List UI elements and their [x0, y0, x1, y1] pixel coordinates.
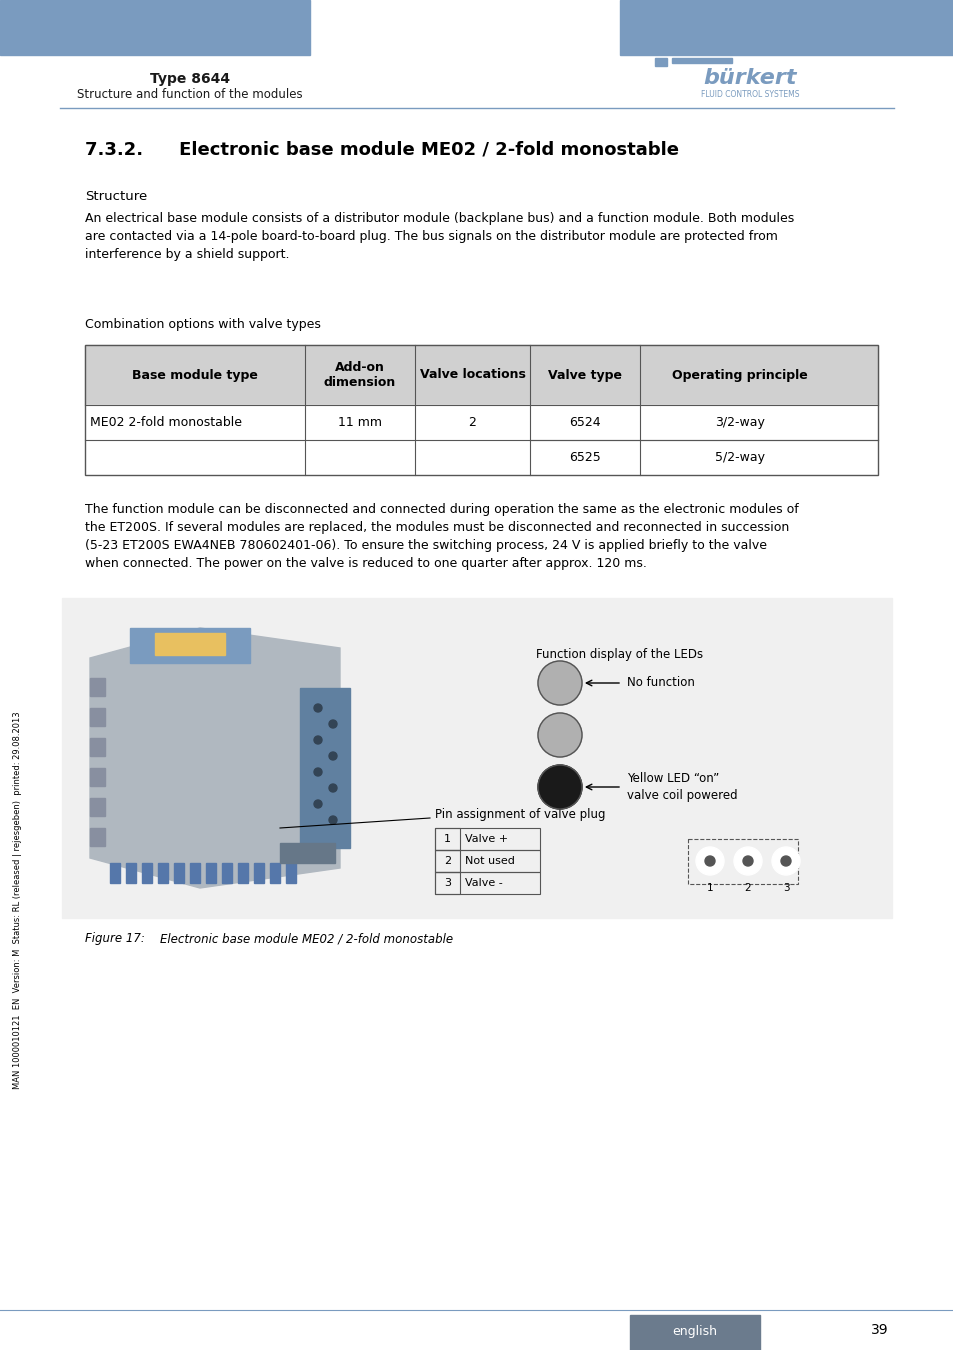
Text: Operating principle: Operating principle — [672, 369, 807, 382]
Text: Electronic base module ME02 / 2-fold monostable: Electronic base module ME02 / 2-fold mon… — [160, 931, 453, 945]
Text: Pin assignment of valve plug: Pin assignment of valve plug — [435, 809, 605, 821]
Bar — [435, 872, 539, 894]
Circle shape — [537, 765, 581, 809]
Text: An electrical base module consists of a distributor module (backplane bus) and a: An electrical base module consists of a … — [85, 212, 794, 261]
Bar — [85, 346, 877, 405]
Bar — [286, 863, 295, 883]
Bar — [0, 0, 310, 55]
Bar — [280, 842, 335, 863]
Text: 3: 3 — [443, 878, 451, 888]
Bar — [154, 633, 225, 655]
Bar — [435, 872, 459, 894]
Text: The function module can be disconnected and connected during operation the same : The function module can be disconnected … — [85, 504, 798, 570]
Bar — [299, 688, 350, 848]
Polygon shape — [90, 628, 339, 888]
Bar — [126, 863, 136, 883]
Bar — [435, 828, 539, 850]
Bar — [158, 863, 168, 883]
Bar — [435, 828, 459, 850]
Text: Structure and function of the modules: Structure and function of the modules — [77, 88, 302, 101]
Bar — [90, 678, 105, 697]
Text: 2: 2 — [443, 856, 451, 865]
Bar — [206, 863, 215, 883]
Circle shape — [329, 815, 336, 824]
Text: Not used: Not used — [464, 856, 515, 865]
Text: Combination options with valve types: Combination options with valve types — [85, 319, 320, 331]
Text: 39: 39 — [870, 1323, 888, 1336]
Circle shape — [537, 713, 581, 757]
Bar — [85, 346, 877, 475]
Bar — [90, 828, 105, 846]
Text: 1: 1 — [706, 883, 713, 892]
Bar — [142, 863, 152, 883]
Circle shape — [314, 768, 322, 776]
Text: 2: 2 — [744, 883, 751, 892]
Bar — [80, 628, 379, 868]
Bar — [687, 838, 797, 884]
Text: 11 mm: 11 mm — [337, 416, 381, 429]
Bar — [619, 0, 953, 55]
Bar — [85, 405, 877, 440]
Bar — [173, 863, 184, 883]
Text: Valve -: Valve - — [464, 878, 502, 888]
Circle shape — [329, 784, 336, 792]
Bar — [629, 1315, 760, 1350]
Bar — [655, 58, 666, 66]
Circle shape — [329, 752, 336, 760]
Text: bürkert: bürkert — [702, 68, 796, 88]
Bar — [130, 628, 250, 663]
Circle shape — [781, 856, 790, 865]
Text: 3: 3 — [781, 883, 788, 892]
Text: FLUID CONTROL SYSTEMS: FLUID CONTROL SYSTEMS — [700, 90, 799, 99]
Circle shape — [537, 662, 581, 705]
Text: 1: 1 — [443, 834, 451, 844]
Circle shape — [704, 856, 714, 865]
Bar — [435, 850, 539, 872]
Text: 7.3.2.  Electronic base module ME02 / 2-fold monostable: 7.3.2. Electronic base module ME02 / 2-f… — [85, 140, 679, 158]
Text: Valve type: Valve type — [547, 369, 621, 382]
Bar — [62, 598, 891, 918]
Text: MAN 1000010121  EN  Version: M  Status: RL (released | rejesgeben)  printed: 29.: MAN 1000010121 EN Version: M Status: RL … — [13, 711, 23, 1089]
Text: Add-on
dimension: Add-on dimension — [323, 360, 395, 389]
Bar — [237, 863, 248, 883]
Bar — [85, 440, 877, 475]
Bar — [90, 798, 105, 815]
Bar — [435, 850, 459, 872]
Text: 6525: 6525 — [569, 451, 600, 464]
Text: Base module type: Base module type — [132, 369, 257, 382]
Circle shape — [314, 703, 322, 711]
Circle shape — [771, 846, 800, 875]
Bar — [110, 863, 120, 883]
Circle shape — [314, 801, 322, 809]
Circle shape — [329, 720, 336, 728]
Bar — [270, 863, 280, 883]
Text: Yellow LED “on”
valve coil powered: Yellow LED “on” valve coil powered — [626, 772, 737, 802]
Text: 5/2-way: 5/2-way — [714, 451, 764, 464]
Circle shape — [733, 846, 761, 875]
Bar — [222, 863, 232, 883]
Bar — [90, 738, 105, 756]
Bar — [90, 707, 105, 726]
Text: Figure 17:: Figure 17: — [85, 931, 145, 945]
Circle shape — [742, 856, 752, 865]
Text: Valve +: Valve + — [464, 834, 508, 844]
Bar — [671, 58, 731, 63]
Text: Type 8644: Type 8644 — [150, 72, 230, 86]
Bar — [90, 768, 105, 786]
Text: 6524: 6524 — [569, 416, 600, 429]
Text: ME02 2-fold monostable: ME02 2-fold monostable — [90, 416, 242, 429]
Text: Function display of the LEDs: Function display of the LEDs — [536, 648, 702, 662]
Text: No function: No function — [626, 676, 694, 690]
Text: 3/2-way: 3/2-way — [715, 416, 764, 429]
Text: 2: 2 — [468, 416, 476, 429]
Text: english: english — [672, 1326, 717, 1338]
Text: Valve locations: Valve locations — [419, 369, 525, 382]
Circle shape — [696, 846, 723, 875]
Text: Structure: Structure — [85, 190, 147, 202]
Bar — [253, 863, 264, 883]
Circle shape — [314, 736, 322, 744]
Bar — [190, 863, 200, 883]
